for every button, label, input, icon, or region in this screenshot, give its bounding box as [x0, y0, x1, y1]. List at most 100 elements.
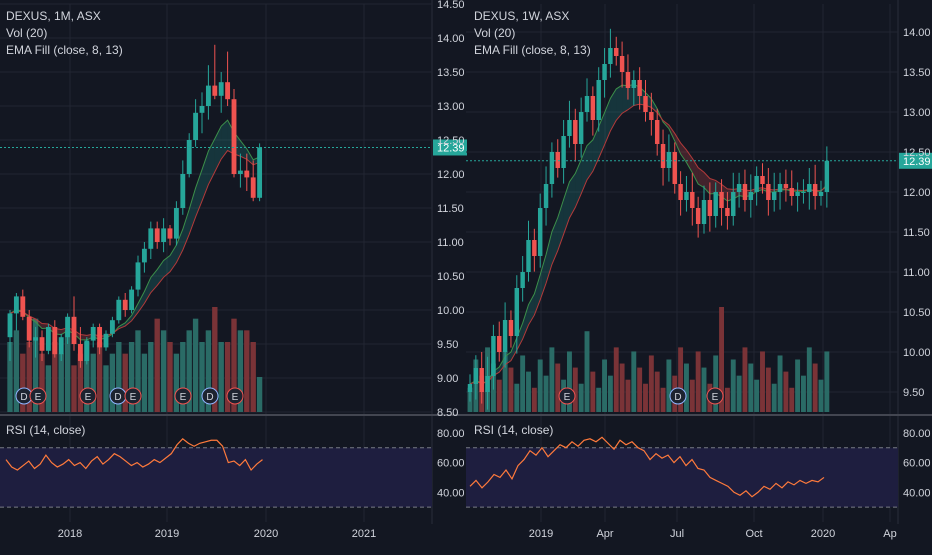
- right-y-tick: 12.00: [903, 187, 931, 199]
- right-candle-body: [578, 112, 584, 144]
- right-candle-body: [508, 320, 514, 336]
- left-volume-bar: [52, 342, 58, 412]
- left-chart: [0, 3, 472, 522]
- right-candle-body: [590, 96, 596, 120]
- left-volume-bar: [71, 365, 77, 412]
- right-candle-body: [467, 384, 473, 392]
- right-candle-body: [473, 368, 479, 384]
- right-candle-body: [824, 160, 830, 192]
- left-volume-bar: [13, 330, 20, 412]
- right-ema-fill: [575, 159, 582, 208]
- left-volume-bar: [45, 365, 52, 412]
- left-candle-body: [193, 112, 199, 140]
- left-ema-fill: [35, 318, 42, 329]
- right-ema-fill: [510, 337, 517, 361]
- right-event-marker: [706, 387, 724, 405]
- left-candle-body: [129, 289, 135, 310]
- left-ema-fill: [221, 120, 228, 160]
- left-candle-body: [225, 82, 231, 100]
- right-volume-bar: [643, 383, 648, 412]
- right-ema-fill: [698, 167, 704, 188]
- left-candle-body: [109, 320, 115, 334]
- left-candle-body: [33, 337, 39, 341]
- right-event-label: E: [564, 392, 571, 403]
- left-volume-bar: [231, 318, 237, 412]
- left-volume-bar: [173, 353, 180, 412]
- left-rsi-y-tick: 80.00: [437, 428, 465, 440]
- right-volume-bar: [531, 387, 537, 412]
- left-ema-fill: [163, 255, 170, 278]
- right-volume-bar: [596, 387, 602, 412]
- right-candle-body: [555, 152, 560, 168]
- right-event-marker: [558, 387, 576, 405]
- right-volume-bar: [660, 387, 666, 412]
- left-candle-body: [45, 327, 51, 351]
- right-volume-bar: [520, 355, 526, 412]
- right-candle-body: [748, 192, 754, 200]
- right-y-tick: 11.00: [903, 267, 930, 279]
- right-y-tick: 10.50: [903, 307, 931, 319]
- left-y-tick: 8.50: [437, 407, 458, 419]
- left-candle-body: [135, 262, 141, 290]
- left-candle-body: [71, 316, 77, 344]
- right-candle-body: [795, 192, 800, 196]
- right-candle-body: [514, 288, 520, 336]
- left-candle-body: [20, 296, 26, 317]
- left-candle-body: [161, 228, 167, 242]
- left-x-tick: 2018: [58, 528, 82, 540]
- left-event-label: D: [20, 392, 27, 403]
- right-candle-body: [561, 136, 566, 168]
- left-candle-body: [65, 316, 71, 338]
- right-candle-body: [701, 200, 707, 224]
- right-volume-bar: [795, 359, 801, 412]
- right-candle-body: [520, 272, 525, 288]
- left-event-marker: [79, 387, 97, 405]
- left-y-tick: 13.50: [437, 67, 465, 79]
- left-candle-body: [167, 228, 173, 239]
- right-volume-bar: [654, 371, 660, 412]
- right-volume-bar: [683, 363, 689, 412]
- right-volume-bar: [496, 379, 502, 412]
- left-volume-bar: [90, 353, 96, 412]
- right-x-tick: Jul: [670, 528, 684, 540]
- left-volume-bar: [256, 377, 263, 412]
- right-ema-fill: [499, 356, 506, 373]
- left-volume-bar: [141, 353, 148, 412]
- right-candle-body: [619, 56, 625, 72]
- left-volume-bar: [116, 342, 122, 412]
- left-volume-bar: [32, 318, 39, 412]
- left-volume-bar: [7, 342, 13, 412]
- right-candle-body: [608, 48, 613, 64]
- right-rsi-y-tick: 80.00: [903, 428, 931, 440]
- right-candle-body: [777, 184, 783, 192]
- right-volume-bar: [789, 387, 795, 412]
- right-candle-body: [631, 80, 637, 88]
- right-volume-bar: [730, 359, 736, 412]
- right-volume-bar: [613, 347, 619, 412]
- right-ema-fill: [569, 173, 576, 218]
- left-ema-fill: [208, 138, 215, 185]
- right-event-label: D: [674, 392, 681, 403]
- left-event-label: E: [180, 392, 187, 403]
- right-volume-bar: [713, 355, 719, 412]
- left-y-tick: 10.00: [437, 305, 465, 317]
- right-volume-bar: [602, 359, 608, 412]
- right-candle-body: [684, 192, 689, 200]
- left-volume-bar: [205, 330, 212, 412]
- right-candle-body: [760, 176, 765, 184]
- right-ema-fill: [616, 85, 623, 121]
- right-ema-fill: [587, 139, 593, 180]
- right-candle-body: [584, 96, 590, 112]
- left-ema-fast-line: [9, 119, 260, 341]
- right-candle-body: [625, 72, 631, 88]
- right-volume-bar: [771, 383, 777, 412]
- left-event-marker: [124, 387, 142, 405]
- right-candle-body: [725, 208, 730, 216]
- right-candle-body: [549, 152, 555, 184]
- left-volume-bar: [39, 353, 45, 412]
- right-legend: DEXUS, 1W, ASX Vol (20) EMA Fill (close,…: [474, 8, 591, 59]
- left-volume-bar: [64, 330, 71, 412]
- right-y-tick: 14.00: [903, 27, 931, 39]
- left-candle-body: [122, 299, 128, 310]
